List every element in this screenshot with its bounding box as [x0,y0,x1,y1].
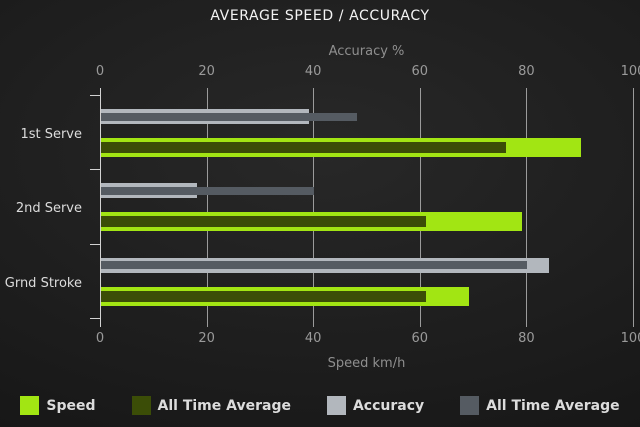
legend-label-speed-all-time-average: All Time Average [157,397,291,414]
chart-legend: Speed All Time Average Accuracy All Time Av… [0,396,640,415]
bar-speed-all-time-average-1st-serve [101,142,507,153]
legend-swatch-speed [20,396,40,415]
legend-swatch-speed-all-time-average [131,396,151,415]
top-axis-title: Accuracy % [328,44,405,59]
category-axis-labels: 1st Serve 2nd Serve Grnd Stroke [0,95,82,318]
legend-label-accuracy-all-time-average: All Time Average [486,397,620,414]
top-tick-label-40: 40 [304,64,322,79]
bottom-tick-label-80: 80 [518,331,535,346]
category-axis-tick [90,244,100,245]
gridline-20 [206,88,208,327]
bottom-axis-title: Speed km/h [327,356,406,371]
top-tick-label-100: 100 [620,64,640,79]
gridline-60 [419,88,421,327]
legend-item-speed[interactable]: Speed [20,396,96,415]
legend-item-accuracy-all-time-average[interactable]: All Time Average [460,396,620,415]
top-tick-label-80: 80 [518,64,535,79]
legend-label-speed: Speed [46,397,96,414]
plot-area [90,88,634,327]
value-axis-line [100,88,101,327]
legend-swatch-accuracy-all-time-average [460,396,480,415]
legend-label-accuracy: Accuracy [352,397,425,414]
category-label-grnd-stroke: Grnd Stroke [4,275,82,291]
category-axis-tick [90,95,100,96]
bottom-tick-label-20: 20 [198,331,215,346]
category-label-1st-serve: 1st Serve [20,127,82,142]
top-tick-label-0: 0 [95,64,105,79]
legend-swatch-accuracy [326,396,346,415]
bar-accuracy-all-time-average-1st-serve [101,112,357,121]
bar-accuracy-all-time-average-2nd-serve [101,186,315,195]
bottom-axis-ticks: 0 20 40 60 80 100 [96,331,640,346]
legend-item-speed-all-time-average[interactable]: All Time Average [131,396,291,415]
legend-item-accuracy[interactable]: Accuracy [326,396,425,415]
top-tick-label-20: 20 [198,64,215,79]
gridline-100 [633,88,634,327]
bar-speed-all-time-average-2nd-serve [101,216,427,228]
gridline-80 [526,88,528,327]
top-tick-label-60: 60 [411,64,429,79]
top-axis-ticks: 0 20 40 60 80 100 [96,64,640,79]
bar-accuracy-all-time-average-grnd-stroke [101,261,528,270]
bottom-tick-label-40: 40 [304,331,322,346]
bottom-tick-label-0: 0 [95,331,105,346]
bottom-tick-label-60: 60 [411,331,429,346]
category-axis-tick [90,169,100,170]
chart-title: AVERAGE SPEED / ACCURACY [210,8,430,24]
bottom-tick-label-100: 100 [620,331,640,346]
gridline-40 [313,88,315,327]
category-label-2nd-serve: 2nd Serve [15,201,82,217]
bar-speed-all-time-average-grnd-stroke [101,290,427,302]
category-axis-tick [90,318,100,319]
